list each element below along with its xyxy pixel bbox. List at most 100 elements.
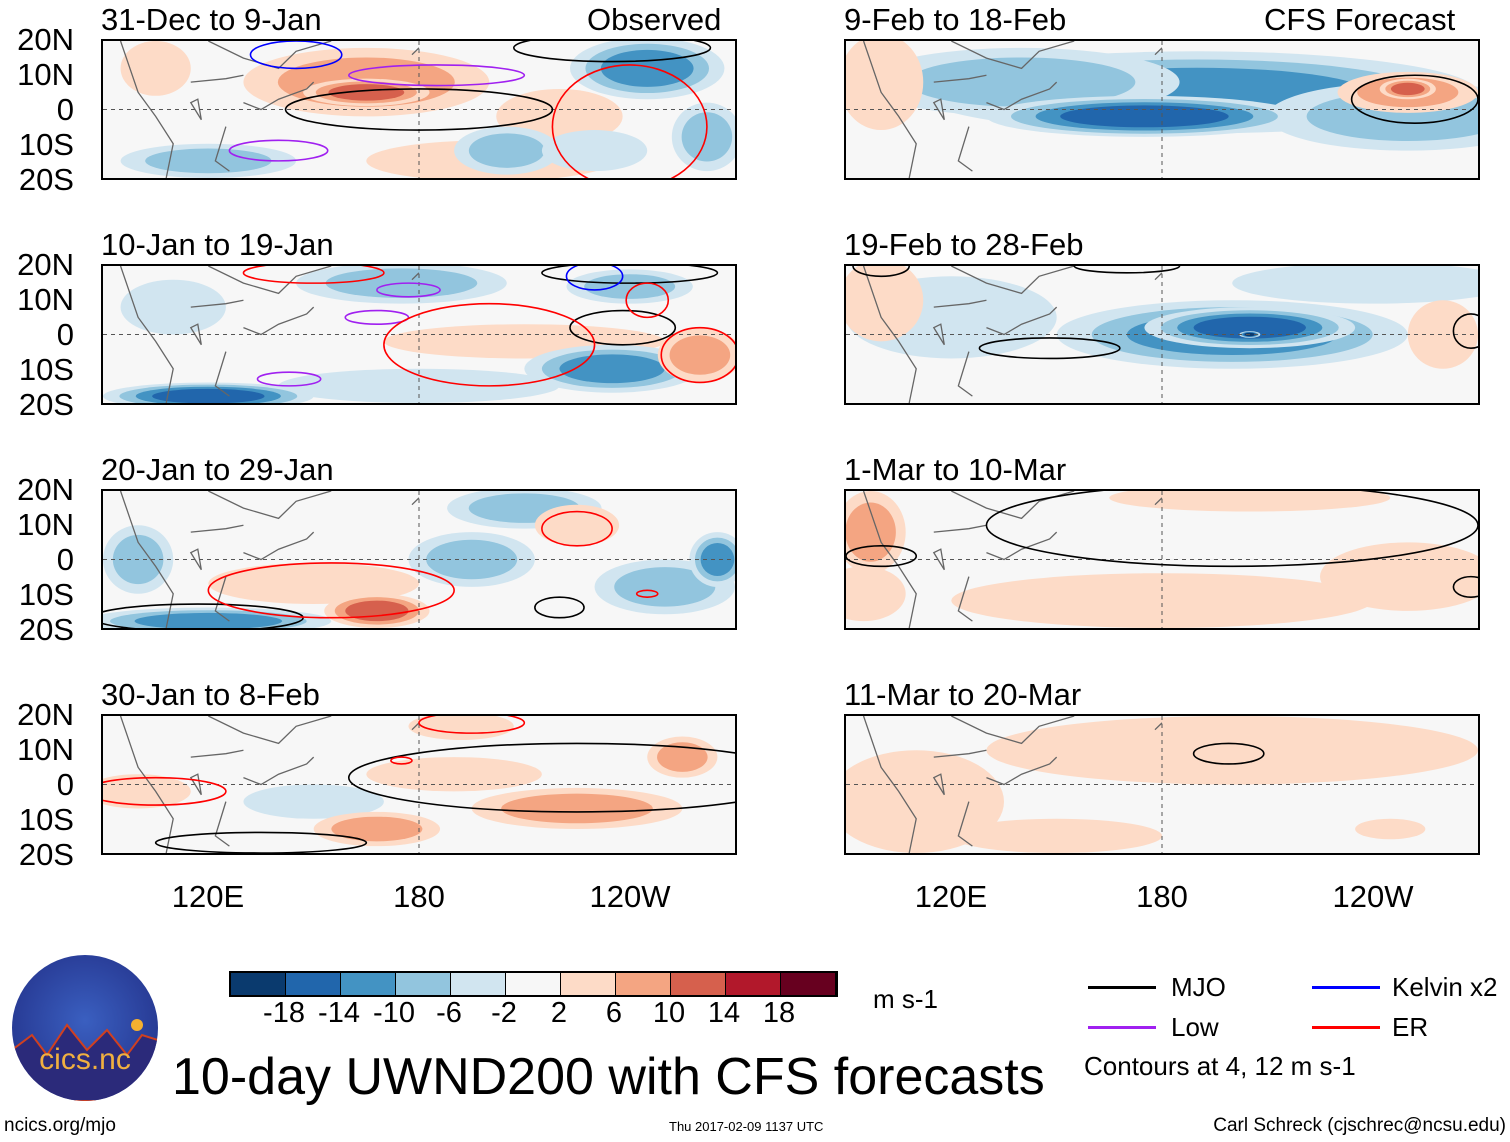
cics-logo: cics.nc [12, 955, 158, 1101]
panel-title: 1-Mar to 10-Mar [844, 452, 1067, 487]
mjo-contour [1074, 266, 1179, 273]
y-tick-label: 20S [18, 387, 74, 422]
mjo-contour [349, 743, 735, 812]
er-contour [552, 65, 706, 178]
colorbar-swatch [726, 973, 781, 995]
colorbar-tick-label: 6 [605, 997, 623, 1029]
wind-anomaly-region [846, 566, 906, 622]
colorbar-tick-label: 2 [550, 997, 568, 1029]
colorbar-swatch [671, 973, 726, 995]
wind-anomaly-region [846, 502, 896, 562]
wind-anomaly-region [328, 84, 405, 101]
wind-anomaly-region [345, 600, 409, 622]
er-legend-line [1312, 1026, 1380, 1029]
wind-anomaly-region [669, 335, 731, 375]
low-contour [229, 140, 327, 161]
x-tick-label: 180 [1136, 879, 1188, 914]
low-legend-line [1088, 1026, 1156, 1029]
low-legend-label: Low [1171, 1012, 1219, 1042]
cfs-forecast-label: CFS Forecast [1264, 2, 1456, 37]
colorbar-swatch [341, 973, 396, 995]
x-tick-label: 120E [914, 879, 988, 914]
x-tick-label: 120W [1332, 879, 1414, 914]
er-contour [243, 266, 383, 283]
panel-title: 31-Dec to 9-Jan [101, 2, 322, 37]
wind-anomaly-region [408, 716, 514, 740]
y-tick-label: 20N [17, 472, 74, 507]
y-tick-label: 10N [17, 732, 74, 767]
wind-anomaly-region [907, 57, 1136, 107]
map-panel [101, 39, 737, 180]
map-panel [844, 264, 1480, 405]
mjo-contour [986, 491, 1478, 566]
y-tick-label: 20N [17, 247, 74, 282]
mjo-legend-label: MJO [1171, 972, 1226, 1002]
wind-anomaly-region [243, 784, 384, 819]
wind-anomaly-region [501, 793, 653, 824]
wind-anomaly-region [1060, 105, 1229, 128]
wind-anomaly-region [134, 612, 283, 628]
timestamp: Thu 2017-02-09 1137 UTC [669, 1119, 824, 1134]
colorbar-tick-label: -6 [436, 997, 462, 1029]
wind-anomaly-region [103, 774, 191, 809]
mjo-contour [570, 311, 675, 345]
figure-title: 10-day UWND200 with CFS forecasts [172, 1048, 1045, 1106]
y-tick-label: 0 [56, 767, 74, 802]
panel-title: 9-Feb to 18-Feb [844, 2, 1067, 37]
colorbar-swatch [231, 973, 286, 995]
colorbar-swatch [781, 973, 836, 995]
y-tick-label: 10S [18, 577, 74, 612]
wind-anomaly-region [1355, 818, 1426, 840]
colorbar-swatch [506, 973, 561, 995]
panel-title: 20-Jan to 29-Jan [101, 452, 334, 487]
panel-title: 10-Jan to 19-Jan [101, 227, 334, 262]
mjo-contour [286, 89, 553, 130]
map-panel [101, 264, 737, 405]
mjo-contour [535, 597, 584, 618]
mjo-contour [1194, 743, 1264, 764]
wind-anomaly-region [541, 130, 648, 172]
er-contour [391, 757, 412, 764]
y-tick-label: 10S [18, 127, 74, 162]
low-contour [377, 283, 440, 297]
wind-anomaly-region [120, 279, 226, 335]
colorbar-swatch [561, 973, 616, 995]
wind-anomaly-region [208, 562, 419, 605]
y-tick-label: 20N [17, 22, 74, 57]
map-panel [844, 489, 1480, 630]
mjo-contour [542, 266, 718, 283]
wind-anomaly-region [1390, 82, 1425, 96]
wind-anomaly-region [1407, 300, 1478, 369]
er-contour [208, 563, 454, 618]
colorbar-swatch [616, 973, 671, 995]
low-contour [257, 372, 320, 386]
y-tick-label: 20N [17, 697, 74, 732]
map-panel [844, 714, 1480, 855]
colorbar-tick-label: -14 [318, 997, 360, 1029]
x-tick-label: 120W [589, 879, 671, 914]
wind-anomaly-region [278, 368, 560, 403]
colorbar-tick-label: -2 [491, 997, 517, 1029]
map-panel [101, 489, 737, 630]
wind-anomaly-region [846, 41, 924, 131]
y-tick-label: 20S [18, 162, 74, 197]
y-tick-label: 10N [17, 282, 74, 317]
wind-anomaly-region [951, 818, 1162, 853]
colorbar-swatch [451, 973, 506, 995]
colorbar-swatch [396, 973, 451, 995]
wind-anomaly-region [986, 716, 1478, 785]
mjo-contour [846, 546, 916, 567]
wind-anomaly-region [468, 133, 545, 168]
website-link[interactable]: ncics.org/mjo [4, 1115, 116, 1136]
mjo-contour [156, 832, 367, 853]
wind-anomaly-region [1193, 316, 1306, 339]
wind-anomaly-region [681, 112, 733, 162]
logo-text: cics.nc [39, 1043, 131, 1076]
mjo-contour [853, 266, 909, 276]
kelvin-legend-line [1312, 986, 1380, 989]
mjo-contour [1352, 75, 1478, 123]
low-contour [345, 311, 408, 325]
y-tick-label: 20S [18, 837, 74, 872]
contour-note: Contours at 4, 12 m s-1 [1084, 1051, 1356, 1081]
